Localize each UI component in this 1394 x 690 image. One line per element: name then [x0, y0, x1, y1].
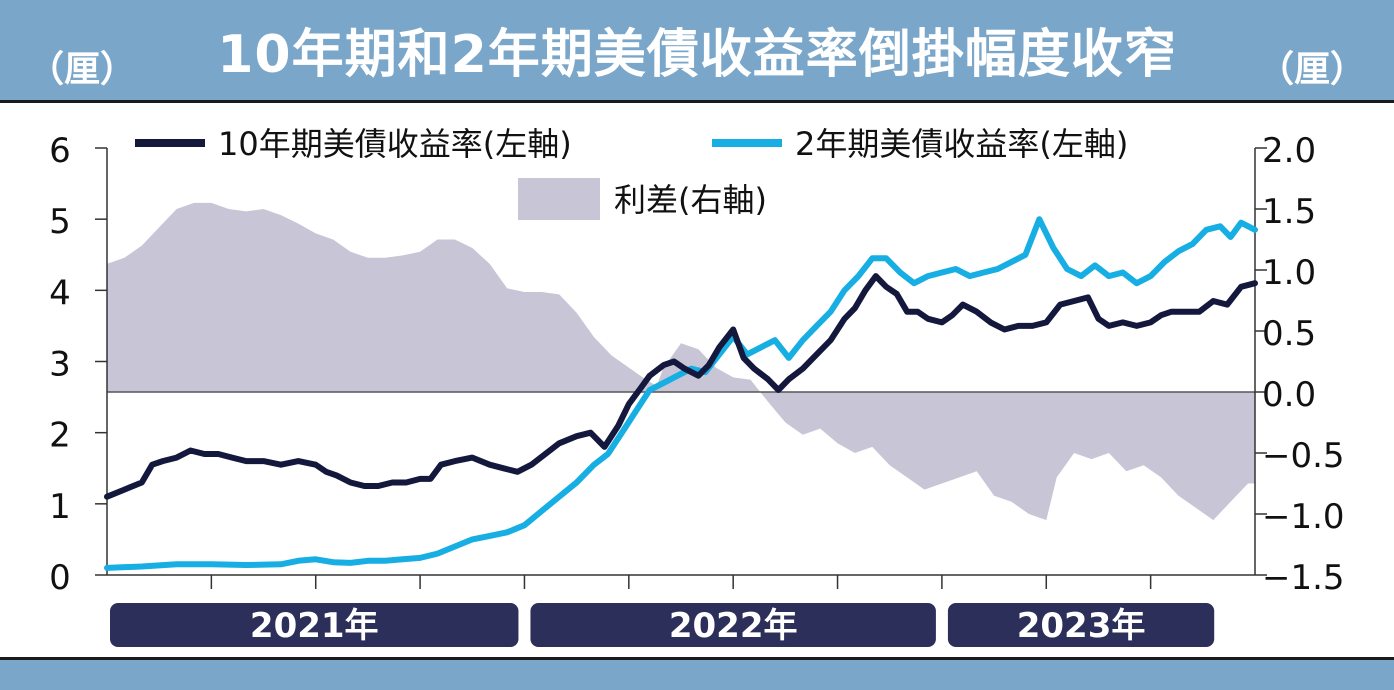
legend: 10年期美債收益率(左軸) 2年期美債收益率(左軸) 利差(右軸): [135, 125, 1128, 220]
left-tick-label: 5: [49, 202, 71, 242]
year-band-bg: [947, 603, 1215, 647]
right-tick-label: 0.5: [1262, 314, 1316, 354]
left-tick-label: 2: [49, 416, 71, 456]
left-tick-label: 6: [49, 131, 71, 171]
year-band-label: 2022年: [669, 606, 798, 646]
year-band-bg: [530, 603, 936, 647]
legend-swatch-spread: [518, 178, 600, 220]
ten-year-yield-line: [104, 273, 1258, 500]
right-tick-label: 0.0: [1262, 375, 1316, 415]
left-tick-label: 1: [49, 487, 71, 527]
right-tick-label: 1.0: [1262, 253, 1316, 293]
yield-chart: 0 1 2 3 4 5 6 −1.5 −1.0 −0.5 0.0 0.5 1.0 1.5 2.0 10年期美債…: [49, 125, 1345, 647]
year-band-bg: [110, 603, 519, 647]
right-tick-label: −1.0: [1262, 497, 1345, 537]
left-axis-unit: （厘）: [28, 49, 137, 90]
right-tick-label: 2.0: [1262, 131, 1316, 171]
year-band: 2021年: [110, 603, 519, 647]
right-tick-label: −0.5: [1262, 436, 1345, 476]
year-band-label: 2023年: [1017, 606, 1146, 646]
legend-label-ten-year: 10年期美債收益率(左軸): [218, 125, 572, 163]
left-tick-label: 0: [49, 558, 71, 598]
page-title: 10年期和2年期美債收益率倒掛幅度收窄: [217, 25, 1177, 85]
left-tick-label: 3: [49, 345, 71, 385]
left-tick-label: 4: [49, 273, 71, 313]
right-tick-label: −1.5: [1262, 558, 1345, 598]
year-band: 2023年: [947, 603, 1215, 647]
legend-label-spread: 利差(右軸): [614, 181, 767, 219]
year-band: 2022年: [530, 603, 936, 647]
legend-label-two-year: 2年期美債收益率(左軸): [795, 125, 1128, 163]
right-axis-unit: （厘）: [1257, 49, 1366, 90]
spread-area: [107, 202, 1255, 521]
year-band-label: 2021年: [250, 606, 379, 646]
two-year-yield-line: [104, 216, 1258, 571]
right-tick-label: 1.5: [1262, 192, 1316, 232]
plot-panel: 0 1 2 3 4 5 6 −1.5 −1.0 −0.5 0.0 0.5 1.0 1.5 2.0 10年期美債…: [0, 100, 1394, 660]
